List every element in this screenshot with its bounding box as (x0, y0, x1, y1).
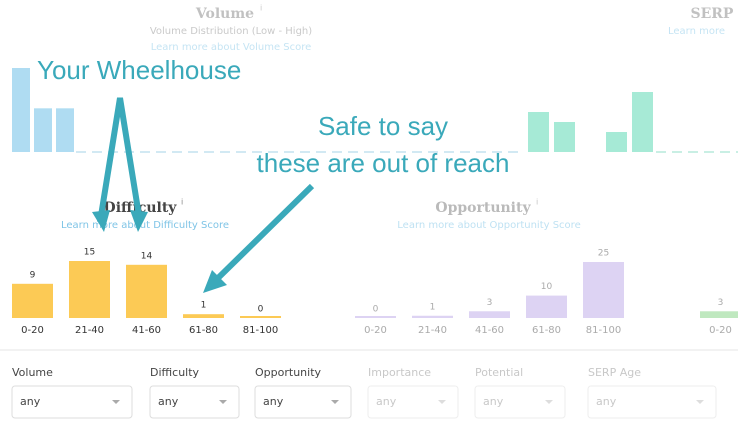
filter-select[interactable] (474, 385, 566, 419)
bar (34, 108, 52, 152)
volume-subtitle: Volume Distribution (Low - High) (150, 26, 312, 37)
bar (12, 283, 53, 318)
category-label: 41-60 (132, 325, 161, 336)
value-label: 14 (141, 251, 153, 261)
bar-base (240, 316, 281, 318)
dropdown-caret (331, 400, 339, 404)
value-label: 0 (258, 305, 264, 315)
filter-value: any (596, 395, 617, 408)
filter-value: any (20, 395, 41, 408)
serp-link[interactable]: Learn more (668, 26, 725, 37)
filter-value: any (158, 395, 179, 408)
bar (12, 68, 30, 152)
bar (126, 264, 167, 318)
filter-value: any (376, 395, 397, 408)
bar (632, 92, 653, 152)
category-label: 0-20 (21, 325, 44, 336)
bar (183, 314, 224, 318)
filters: Volume any Difficulty any Opportunity any Impo… (11, 366, 717, 419)
volume-header: Volume i Volume Distribution (Low - High… (76, 4, 738, 153)
filter-label: Importance (368, 366, 431, 379)
bar (412, 315, 453, 318)
filter-value: any (483, 395, 504, 408)
category-label: 21-40 (75, 325, 104, 336)
bar (583, 262, 624, 318)
value-label: 10 (541, 282, 553, 292)
category-label: 0-20 (709, 325, 732, 336)
info-icon: i (536, 198, 538, 207)
volume-link[interactable]: Learn more about Volume Score (151, 42, 312, 53)
category-label: 81-100 (243, 325, 278, 336)
bar (69, 261, 110, 318)
annotation: these are out of reach (257, 148, 510, 178)
annotation: Your Wheelhouse (37, 55, 241, 85)
filter-value: any (263, 395, 284, 408)
arrow-head (92, 210, 110, 232)
volume-title: Volume (195, 6, 254, 22)
difficulty-chart: 9 0-20 15 21-40 14 41-60 1 61-80 0 81-100 (12, 248, 281, 336)
bar (469, 311, 510, 318)
filter-select[interactable] (254, 385, 352, 419)
filter-label: Potential (475, 366, 523, 379)
value-label: 9 (30, 270, 36, 280)
filter-label: Opportunity (255, 366, 322, 379)
value-label: 1 (430, 302, 436, 312)
value-label: 3 (718, 298, 724, 308)
info-icon: i (260, 4, 262, 13)
bar (554, 122, 575, 152)
info-icon: i (181, 198, 183, 207)
opportunity-title: Opportunity (435, 200, 531, 216)
category-label: 41-60 (475, 325, 504, 336)
opportunity-header: Opportunity i Learn more about Opportuni… (397, 198, 580, 232)
arrow-head (203, 270, 227, 293)
difficulty-link[interactable]: Learn more about Difficulty Score (61, 220, 229, 231)
filter-label: SERP Age (588, 366, 641, 379)
value-label: 3 (487, 298, 493, 308)
serp-title: SERP (691, 6, 734, 22)
arrow (213, 183, 315, 283)
filter-label: Difficulty (150, 366, 200, 379)
value-label: 15 (84, 248, 95, 258)
arrow (97, 97, 143, 223)
next-chart: 3 0-20 (700, 298, 738, 336)
filter-select[interactable] (587, 385, 717, 419)
dropdown-caret (438, 400, 446, 404)
dropdown-caret (112, 400, 120, 404)
annotation: Safe to say (318, 111, 448, 141)
opportunity-link[interactable]: Learn more about Opportunity Score (397, 220, 580, 231)
category-label: 81-100 (586, 325, 621, 336)
category-label: 61-80 (532, 325, 561, 336)
filter-select[interactable] (149, 385, 240, 419)
bar (56, 108, 74, 152)
bar (606, 132, 627, 152)
bar (700, 311, 738, 318)
dropdown-caret (696, 400, 704, 404)
bar-base (355, 316, 396, 318)
value-label: 0 (373, 305, 379, 315)
value-label: 25 (598, 249, 609, 259)
bar (528, 112, 549, 152)
annotations: Your Wheelhouse Safe to say these are ou… (37, 55, 509, 293)
category-label: 0-20 (364, 325, 387, 336)
dropdown-caret (219, 400, 227, 404)
serp-chart (528, 92, 653, 152)
category-label: 61-80 (189, 325, 218, 336)
filter-select[interactable] (367, 385, 459, 419)
bar (526, 295, 567, 318)
category-label: 21-40 (418, 325, 447, 336)
volume-chart (12, 68, 74, 152)
arrow-head (130, 210, 148, 232)
dropdown-caret (545, 400, 553, 404)
filter-select[interactable] (11, 385, 133, 419)
filter-label: Volume (12, 366, 53, 379)
opportunity-chart: 0 0-20 1 21-40 3 41-60 10 61-80 25 81-100 (355, 249, 624, 336)
value-label: 1 (201, 301, 207, 311)
